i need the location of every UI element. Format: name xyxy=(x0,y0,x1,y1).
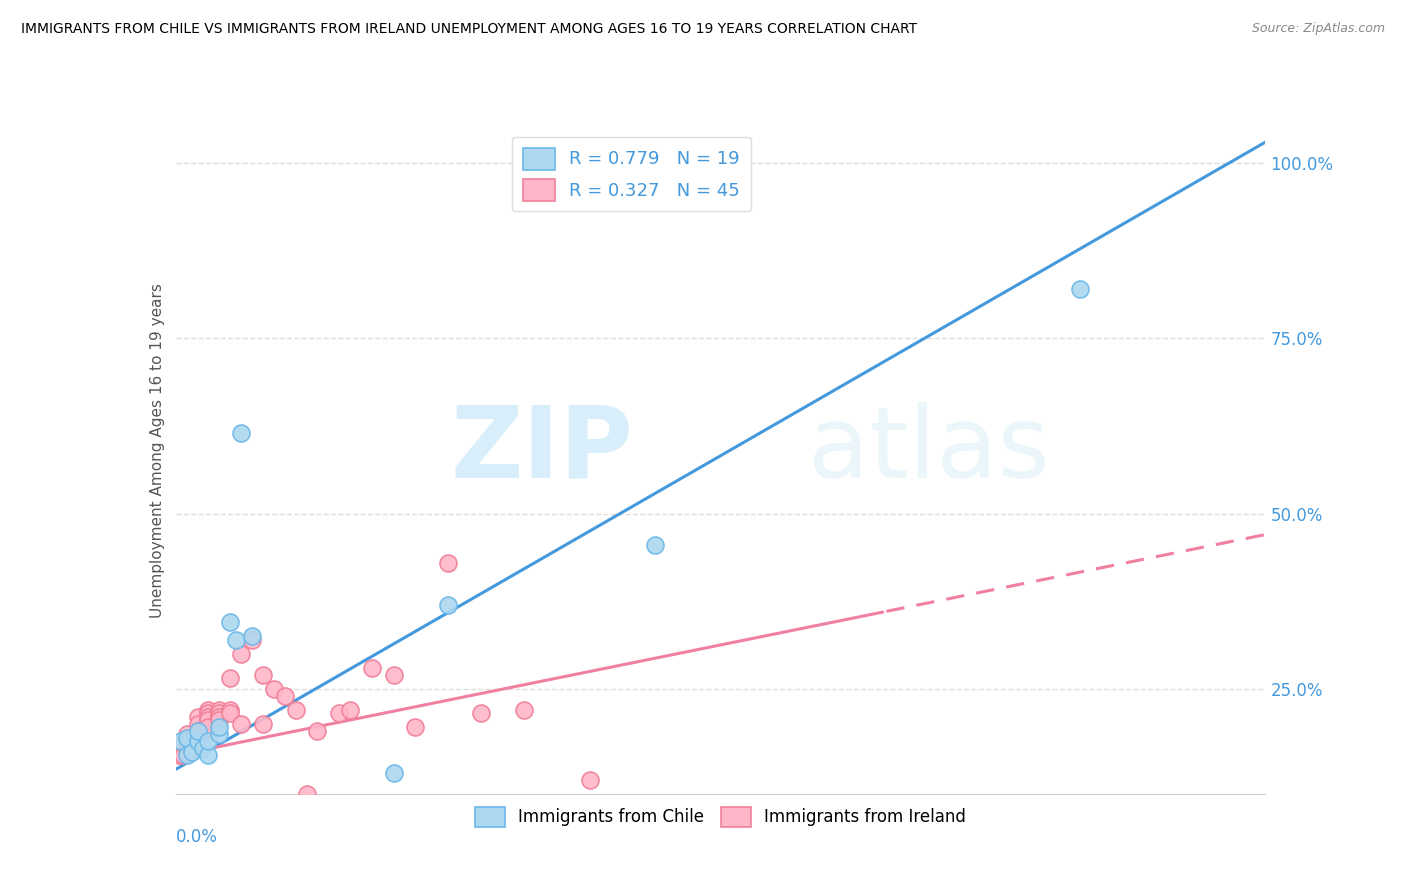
Point xyxy=(219,703,242,717)
Point xyxy=(208,714,231,728)
Point xyxy=(197,748,219,763)
Point xyxy=(295,787,318,801)
Point xyxy=(405,720,427,734)
Point xyxy=(186,710,209,724)
Point xyxy=(1069,282,1091,296)
Point xyxy=(382,667,405,681)
Point xyxy=(186,734,209,748)
Point xyxy=(197,703,219,717)
Point xyxy=(167,748,190,763)
Text: ZIP: ZIP xyxy=(450,402,633,499)
Point xyxy=(208,710,231,724)
Point xyxy=(219,671,242,685)
Point xyxy=(197,706,219,721)
Point xyxy=(172,748,194,763)
Point xyxy=(186,734,209,748)
Point xyxy=(170,738,193,752)
Point xyxy=(219,615,242,630)
Point xyxy=(197,710,219,724)
Point xyxy=(263,681,285,696)
Text: 0.0%: 0.0% xyxy=(176,828,218,847)
Point xyxy=(360,661,382,675)
Point xyxy=(208,727,231,741)
Point xyxy=(191,723,214,738)
Point xyxy=(181,745,204,759)
Point xyxy=(231,425,253,440)
Point xyxy=(240,632,263,647)
Y-axis label: Unemployment Among Ages 16 to 19 years: Unemployment Among Ages 16 to 19 years xyxy=(149,283,165,618)
Point xyxy=(284,703,307,717)
Point xyxy=(191,741,214,756)
Point xyxy=(231,647,253,661)
Point xyxy=(382,765,405,780)
Point xyxy=(176,745,198,759)
Point xyxy=(208,703,231,717)
Point xyxy=(252,667,274,681)
Point xyxy=(176,731,198,745)
Point xyxy=(208,706,231,721)
Point xyxy=(176,748,198,763)
Point xyxy=(181,741,204,756)
Point xyxy=(186,723,209,738)
Point xyxy=(252,716,274,731)
Point xyxy=(170,734,193,748)
Point xyxy=(339,703,361,717)
Point xyxy=(197,720,219,734)
Point xyxy=(225,632,247,647)
Point xyxy=(176,734,198,748)
Legend: Immigrants from Chile, Immigrants from Ireland: Immigrants from Chile, Immigrants from I… xyxy=(468,800,973,834)
Point xyxy=(579,772,602,787)
Point xyxy=(231,716,253,731)
Point xyxy=(655,812,678,826)
Point xyxy=(197,714,219,728)
Point xyxy=(240,629,263,643)
Point xyxy=(437,556,460,570)
Point xyxy=(208,720,231,734)
Text: Source: ZipAtlas.com: Source: ZipAtlas.com xyxy=(1251,22,1385,36)
Point xyxy=(186,723,209,738)
Point xyxy=(513,703,536,717)
Text: IMMIGRANTS FROM CHILE VS IMMIGRANTS FROM IRELAND UNEMPLOYMENT AMONG AGES 16 TO 1: IMMIGRANTS FROM CHILE VS IMMIGRANTS FROM… xyxy=(21,22,917,37)
Point xyxy=(470,706,492,721)
Point xyxy=(176,738,198,752)
Point xyxy=(197,734,219,748)
Point xyxy=(219,706,242,721)
Point xyxy=(328,706,350,721)
Text: atlas: atlas xyxy=(807,402,1049,499)
Point xyxy=(186,716,209,731)
Point xyxy=(437,598,460,612)
Point xyxy=(274,689,297,703)
Point xyxy=(307,723,329,738)
Point xyxy=(176,727,198,741)
Point xyxy=(644,538,666,552)
